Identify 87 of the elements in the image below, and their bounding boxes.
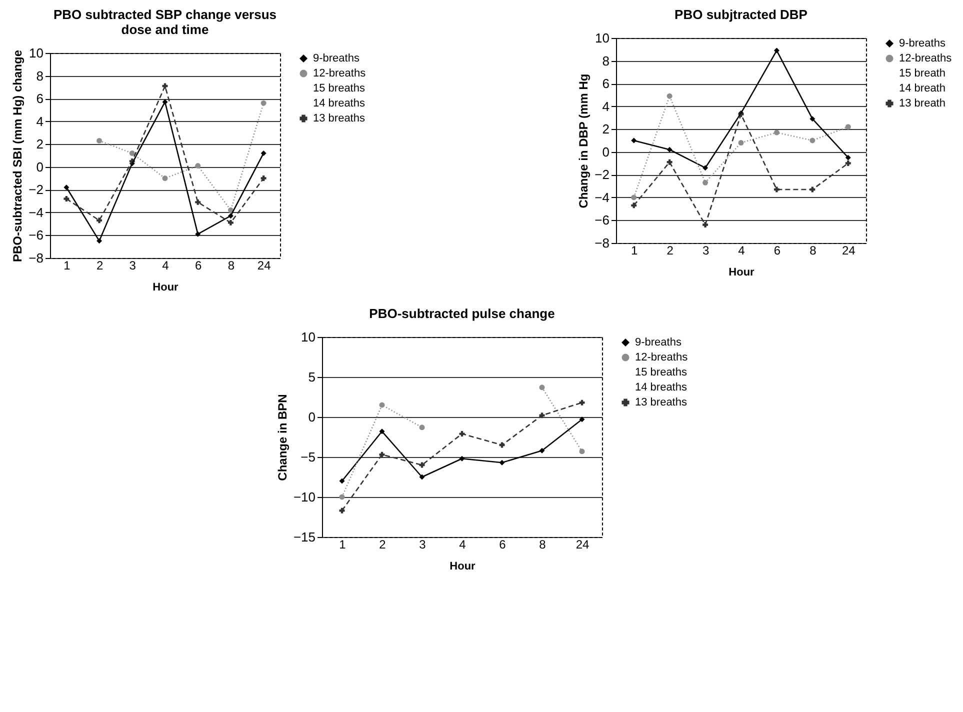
y-tick-label: 10 <box>595 30 610 46</box>
point <box>845 124 851 130</box>
point <box>579 448 585 454</box>
x-axis-title: Hour <box>450 560 476 572</box>
x-tick-label: 1 <box>64 258 71 272</box>
y-axis-title: Change in DBP (mm Hg <box>576 74 591 208</box>
legend-label: 12-breaths <box>899 52 952 64</box>
x-axis-title: Hour <box>152 282 180 294</box>
point <box>228 220 234 226</box>
point <box>702 180 708 186</box>
legend-label: 9-breaths <box>313 52 360 64</box>
point <box>96 218 102 224</box>
y-tick-label: −6 <box>28 228 44 243</box>
x-axis-title: Hour <box>728 266 756 278</box>
point <box>845 160 851 166</box>
y-tick-label: 0 <box>308 410 316 424</box>
y-tick-label: −8 <box>594 236 610 250</box>
y-tick-label: 8 <box>36 68 44 84</box>
text: 15 breaths <box>313 82 366 94</box>
x-tick-label: 1 <box>339 538 346 552</box>
legend-label: 9-breaths <box>899 38 946 50</box>
point <box>631 194 637 200</box>
text: 14 breaths <box>635 382 688 394</box>
point <box>702 222 708 228</box>
y-tick-label: 8 <box>602 53 610 68</box>
y-tick-label: 0 <box>602 144 610 160</box>
y-tick-label: −5 <box>300 450 316 464</box>
chart-title: PBO-subtracted pulse change <box>369 306 555 321</box>
x-tick-label: 4 <box>162 258 170 272</box>
chart-title: PBO subtracted SBP change versus dose and time <box>53 7 277 37</box>
point <box>260 176 266 182</box>
x-tick-label: 3 <box>129 258 136 272</box>
x-tick-label: 3 <box>702 244 710 258</box>
y-tick-label: 2 <box>36 136 44 152</box>
y-tick-label: 5 <box>308 370 316 384</box>
legend-label: 13 breath <box>899 98 946 110</box>
y-tick-label: −4 <box>28 204 44 220</box>
x-tick-label: 1 <box>631 244 638 258</box>
x-tick-label: 24 <box>257 258 272 272</box>
x-tick-label: 2 <box>666 244 674 258</box>
text: 14 breaths <box>313 98 366 110</box>
chart-title: PBO subjtracted DBP <box>674 7 808 22</box>
legend-label: 12-breaths <box>313 68 366 80</box>
y-tick-label: 2 <box>602 122 610 137</box>
x-tick-label: 8 <box>539 538 546 552</box>
y-tick-label: −8 <box>28 250 44 266</box>
y-tick-label: 0 <box>36 159 44 174</box>
y-axis-title: PBO-subtracted SBI (mm Hg) change <box>10 50 25 262</box>
y-tick-label: −10 <box>293 490 316 504</box>
point <box>539 384 545 390</box>
x-tick-label: 6 <box>774 244 781 258</box>
y-tick-label: −4 <box>594 190 610 205</box>
y-tick-label: −2 <box>28 182 44 198</box>
text: 15 breath <box>899 68 946 80</box>
x-tick-label: 6 <box>499 538 506 552</box>
y-tick-label: 10 <box>29 46 44 60</box>
legend-label: 13 breaths <box>313 112 366 124</box>
point <box>195 163 201 168</box>
x-tick-label: 8 <box>810 244 817 258</box>
legend-label: 9-breaths <box>635 336 682 348</box>
x-tick-label: 3 <box>419 538 426 552</box>
y-tick-label: 4 <box>602 98 610 114</box>
y-tick-label: 6 <box>36 91 44 106</box>
legend-label: 12-breaths <box>635 352 688 364</box>
point <box>774 130 780 136</box>
point <box>96 138 102 144</box>
y-tick-label: 4 <box>36 114 44 129</box>
point <box>195 199 201 205</box>
text: 14 breath <box>899 82 946 94</box>
x-tick-label: 6 <box>195 258 202 272</box>
legend-label: 13 breaths <box>635 396 688 408</box>
y-tick-label: −2 <box>594 167 610 182</box>
point <box>419 424 425 430</box>
y-tick-label: 10 <box>301 330 316 344</box>
text: 15 breaths <box>635 366 688 378</box>
x-tick-label: 24 <box>842 244 856 258</box>
x-tick-label: 8 <box>228 258 235 272</box>
point <box>260 100 266 106</box>
y-axis-title: Change in BPN <box>275 394 290 481</box>
x-tick-label: 4 <box>738 244 746 258</box>
y-tick-label: −6 <box>594 212 610 228</box>
x-tick-label: 24 <box>576 538 590 552</box>
y-tick-label: −15 <box>293 530 316 544</box>
x-tick-label: 4 <box>459 538 466 552</box>
x-tick-label: 2 <box>96 258 104 272</box>
y-tick-label: 6 <box>602 76 610 92</box>
x-tick-label: 2 <box>379 538 386 552</box>
